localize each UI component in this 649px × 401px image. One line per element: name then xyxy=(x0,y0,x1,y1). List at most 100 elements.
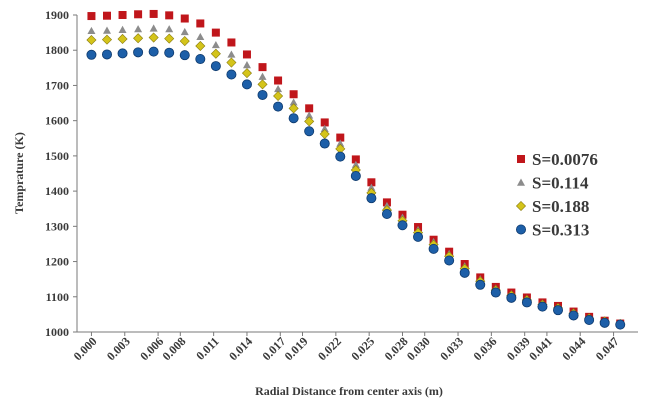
data-point xyxy=(86,34,97,46)
x-tick-label: 0.036 xyxy=(470,334,499,363)
data-point xyxy=(257,89,268,100)
x-tick-label: 0.022 xyxy=(315,334,344,363)
data-point xyxy=(148,46,159,57)
axes xyxy=(76,15,638,333)
data-point xyxy=(273,90,284,102)
data-point xyxy=(304,116,315,127)
data-point xyxy=(553,305,564,316)
data-point xyxy=(165,11,174,20)
data-point xyxy=(521,297,532,308)
data-point xyxy=(179,50,190,61)
data-point xyxy=(288,103,299,114)
y-tick-label: 1700 xyxy=(45,78,69,92)
data-point xyxy=(428,243,439,254)
data-point xyxy=(320,124,329,132)
x-tick-label: 0.008 xyxy=(159,334,188,363)
data-point xyxy=(227,50,236,58)
x-tick-label: 0.017 xyxy=(259,334,288,363)
x-tick-label: 0.025 xyxy=(348,334,377,363)
y-tick-label: 1300 xyxy=(45,219,69,233)
data-point xyxy=(305,104,314,113)
data-point xyxy=(320,118,329,127)
data-point xyxy=(180,27,189,36)
y-axis-title: Temprature (K) xyxy=(12,132,26,214)
data-point xyxy=(506,292,517,303)
data-point xyxy=(195,54,206,65)
data-point xyxy=(537,301,548,312)
data-point xyxy=(210,48,221,59)
data-point xyxy=(288,113,299,124)
data-point xyxy=(273,101,284,112)
data-point xyxy=(133,47,144,58)
x-tick-label: 0.003 xyxy=(104,334,133,363)
legend-label: S=0.313 xyxy=(532,221,589,240)
y-tick-label: 1200 xyxy=(45,255,69,269)
data-point xyxy=(241,68,252,79)
x-tick-label: 0.028 xyxy=(382,334,411,363)
data-point xyxy=(226,57,237,68)
data-point xyxy=(179,36,190,47)
data-point xyxy=(304,126,315,137)
legend: S=0.0076 S=0.114 S=0.188 S=0.313 xyxy=(515,150,598,240)
y-tick-label: 1600 xyxy=(45,114,69,128)
data-point xyxy=(397,220,408,231)
data-point xyxy=(134,25,143,33)
data-point xyxy=(258,63,267,72)
data-point xyxy=(289,98,298,106)
data-points xyxy=(86,9,626,330)
data-point xyxy=(242,61,251,69)
data-point xyxy=(459,267,470,278)
data-point xyxy=(102,26,111,34)
data-point xyxy=(149,24,158,32)
data-point xyxy=(568,310,579,321)
data-point xyxy=(180,14,189,23)
data-point xyxy=(134,10,143,19)
data-point xyxy=(117,48,128,59)
data-point xyxy=(164,47,175,58)
data-point xyxy=(210,61,221,72)
data-point xyxy=(164,33,175,44)
x-tick-label: 0.011 xyxy=(193,334,222,363)
data-point xyxy=(366,193,377,204)
legend-marker xyxy=(516,224,527,235)
x-tick-label: 0.044 xyxy=(559,334,588,363)
x-tick-label: 0.019 xyxy=(282,334,311,363)
legend-marker xyxy=(517,178,525,186)
data-point xyxy=(226,69,237,80)
data-point xyxy=(336,139,345,147)
legend-marker xyxy=(517,155,525,163)
data-point xyxy=(118,25,127,33)
data-point xyxy=(475,279,486,290)
data-point xyxy=(196,32,205,41)
data-point xyxy=(289,90,298,99)
legend-label: S=0.0076 xyxy=(532,150,598,169)
data-point xyxy=(305,111,314,119)
data-point xyxy=(117,33,128,44)
data-point xyxy=(133,33,144,44)
data-point xyxy=(599,317,610,328)
data-point xyxy=(257,79,268,90)
data-point xyxy=(274,84,283,93)
y-tick-label: 1100 xyxy=(46,290,69,304)
data-point xyxy=(195,40,206,52)
legend-label: S=0.188 xyxy=(532,197,589,216)
data-point xyxy=(87,12,96,21)
data-point xyxy=(413,231,424,242)
data-point xyxy=(319,138,330,149)
x-tick-label: 0.033 xyxy=(437,334,466,363)
data-point xyxy=(211,28,220,37)
data-point xyxy=(165,25,174,33)
y-tick-label: 1900 xyxy=(45,8,69,22)
x-tick-label: 0.041 xyxy=(526,334,555,363)
data-point xyxy=(381,209,392,220)
data-point xyxy=(211,40,220,49)
data-point xyxy=(118,11,127,19)
data-point xyxy=(101,49,112,60)
data-point xyxy=(367,178,376,187)
data-point xyxy=(367,183,376,191)
data-point xyxy=(335,151,346,162)
y-tick-label: 1500 xyxy=(45,149,69,163)
x-tick-label: 0.006 xyxy=(137,334,166,363)
data-point xyxy=(241,79,252,90)
